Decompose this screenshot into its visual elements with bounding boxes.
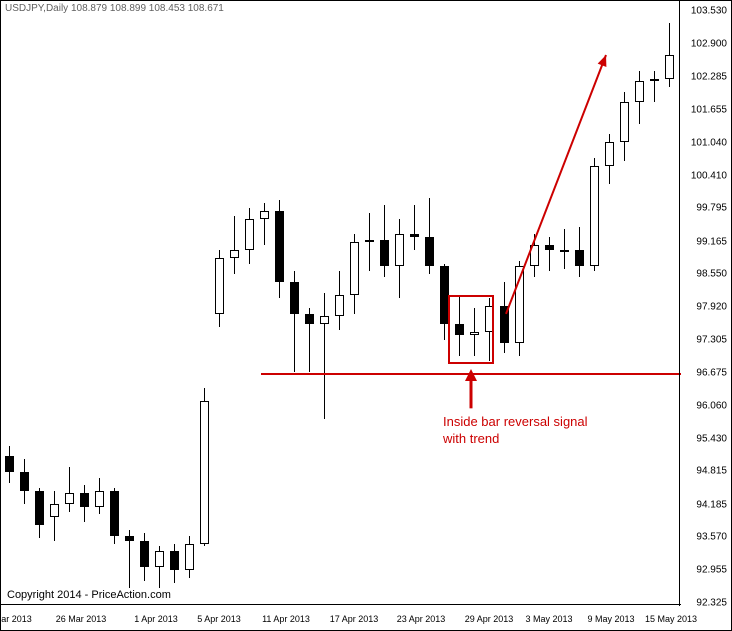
candle-body — [335, 295, 344, 316]
candle-body — [395, 234, 404, 266]
y-axis-label: 101.655 — [691, 105, 727, 116]
candle-body — [380, 240, 389, 266]
arrow-diagonal-icon — [496, 45, 616, 324]
x-axis-label: 26 Mar 2013 — [56, 614, 107, 624]
x-axis-label: 1 Apr 2013 — [134, 614, 178, 624]
candle-wick — [654, 71, 655, 103]
y-axis-label: 99.165 — [696, 236, 727, 247]
candle-body — [170, 551, 179, 569]
chart-container: USDJPY,Daily 108.879 108.899 108.453 108… — [0, 0, 732, 631]
y-axis: 103.530 102.900 102.285 101.655 101.040 100.4… — [679, 1, 731, 606]
y-axis-label: 94.185 — [696, 499, 727, 510]
candle-body — [80, 493, 89, 506]
candle-body — [365, 240, 374, 243]
y-axis-label: 96.675 — [696, 368, 727, 379]
y-axis-label: 99.795 — [696, 203, 727, 214]
x-axis-label: 23 Apr 2013 — [397, 614, 446, 624]
x-axis: 0 Mar 2013 26 Mar 2013 1 Apr 2013 5 Apr 201… — [1, 604, 681, 630]
x-axis-label: 29 Apr 2013 — [465, 614, 514, 624]
y-axis-label: 97.305 — [696, 334, 727, 345]
x-axis-label: 5 Apr 2013 — [197, 614, 241, 624]
candle-body — [305, 314, 314, 325]
highlight-box — [448, 295, 494, 364]
y-axis-label: 98.550 — [696, 269, 727, 280]
y-axis-label: 101.040 — [691, 137, 727, 148]
candle-body — [215, 258, 224, 313]
copyright-text: Copyright 2014 - PriceAction.com — [5, 588, 173, 602]
annotation-line2: with trend — [443, 431, 499, 446]
y-axis-label: 95.430 — [696, 433, 727, 444]
candle-wick — [264, 203, 265, 245]
candle-body — [95, 491, 104, 507]
candle-body — [185, 544, 194, 570]
candle-body — [350, 242, 359, 295]
candle-body — [665, 55, 674, 79]
candle-body — [410, 234, 419, 237]
candle-body — [290, 282, 299, 314]
candle-wick — [414, 205, 415, 250]
chart-plot-area: Inside bar reversal signal with trend — [1, 1, 681, 606]
y-axis-label: 100.410 — [691, 170, 727, 181]
candle-body — [110, 491, 119, 536]
y-axis-label: 103.530 — [691, 6, 727, 17]
y-axis-label: 102.900 — [691, 39, 727, 50]
y-axis-label: 92.325 — [696, 598, 727, 609]
annotation-text: Inside bar reversal signal with trend — [443, 414, 588, 448]
y-axis-label: 102.285 — [691, 71, 727, 82]
candle-body — [50, 504, 59, 517]
candle-body — [245, 219, 254, 251]
y-axis-label: 92.955 — [696, 564, 727, 575]
candle-body — [275, 211, 284, 282]
y-axis-label: 96.060 — [696, 400, 727, 411]
candle-body — [260, 211, 269, 219]
candle-body — [200, 401, 209, 544]
x-axis-label: 0 Mar 2013 — [0, 614, 32, 624]
candle-body — [20, 472, 29, 490]
candle-body — [35, 491, 44, 525]
y-axis-label: 93.570 — [696, 532, 727, 543]
candle-body — [65, 493, 74, 504]
candle-body — [5, 456, 14, 472]
candle-body — [620, 102, 629, 142]
y-axis-label: 94.815 — [696, 466, 727, 477]
x-axis-label: 11 Apr 2013 — [262, 614, 310, 624]
candle-body — [320, 316, 329, 324]
candle-body — [650, 79, 659, 82]
candle-body — [155, 551, 164, 567]
candle-body — [140, 541, 149, 567]
annotation-line1: Inside bar reversal signal — [443, 414, 588, 429]
candle-wick — [69, 467, 70, 512]
x-axis-label: 9 May 2013 — [587, 614, 634, 624]
candle-body — [425, 237, 434, 266]
candle-wick — [324, 293, 325, 420]
candle-wick — [234, 216, 235, 274]
x-axis-label: 15 May 2013 — [645, 614, 697, 624]
y-axis-label: 97.920 — [696, 302, 727, 313]
x-axis-label: 17 Apr 2013 — [330, 614, 379, 624]
arrow-up-icon — [461, 369, 481, 413]
candle-body — [230, 250, 239, 258]
x-axis-label: 3 May 2013 — [525, 614, 572, 624]
candle-body — [635, 81, 644, 102]
candle-body — [125, 536, 134, 541]
